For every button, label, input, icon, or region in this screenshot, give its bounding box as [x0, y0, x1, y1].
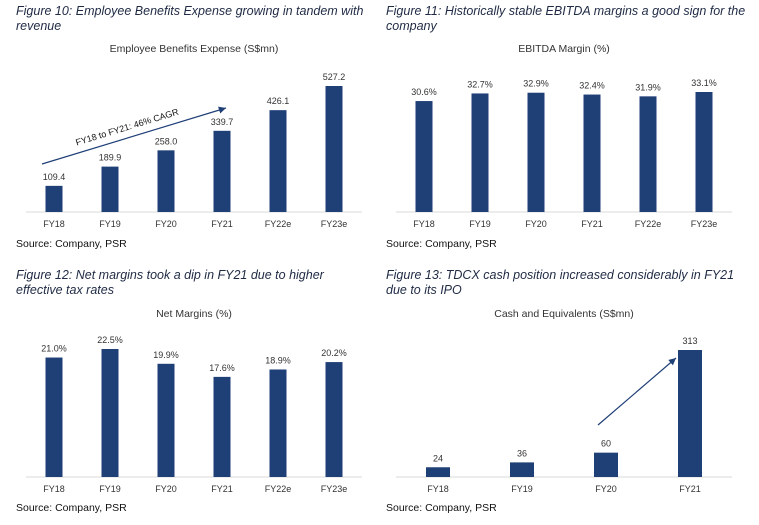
x-tick-label: FY18 — [43, 484, 65, 494]
bar-fy21 — [678, 350, 702, 477]
chart-title: Employee Benefits Expense (S$mn) — [109, 43, 279, 55]
bar-fy18 — [426, 467, 450, 477]
bar-fy18 — [45, 357, 63, 477]
x-tick-label: FY22e — [265, 484, 292, 494]
cagr-arrow — [41, 106, 227, 165]
employee-benefits-chart: 109.4 FY18 189.9 FY19 258.0 FY20 339.7 FY21 426.… — [26, 72, 362, 229]
x-tick-label: FY18 — [427, 484, 449, 494]
data-label: 24 — [433, 453, 443, 463]
x-tick-label: FY23e — [321, 219, 348, 229]
x-tick-label: FY21 — [211, 219, 233, 229]
data-label: 18.9% — [265, 355, 291, 365]
x-tick-label: FY21 — [581, 219, 603, 229]
bar-fy21 — [583, 94, 601, 212]
figure-caption: Figure 12: Net margins took a dip in FY2… — [16, 268, 324, 297]
x-tick-label: FY19 — [511, 484, 533, 494]
bar-fy20 — [157, 363, 175, 477]
x-tick-label: FY20 — [155, 219, 177, 229]
data-label: 426.1 — [267, 96, 290, 106]
x-tick-label: FY20 — [155, 484, 177, 494]
data-label: 339.7 — [211, 117, 234, 127]
data-label: 32.7% — [467, 79, 493, 89]
bar-fy21 — [213, 376, 231, 477]
bar-fy23e — [325, 362, 343, 477]
x-tick-label: FY22e — [265, 219, 292, 229]
bar-fy23e — [695, 92, 713, 212]
data-label: 19.9% — [153, 350, 179, 360]
chart-title: Net Margins (%) — [156, 308, 232, 320]
source-note: Source: Company, PSR — [386, 238, 497, 250]
bar-fy19 — [471, 93, 489, 212]
source-note: Source: Company, PSR — [16, 502, 127, 514]
x-tick-label: FY19 — [469, 219, 491, 229]
bar-fy18 — [415, 101, 433, 212]
bar-fy23e — [325, 86, 343, 212]
source-note: Source: Company, PSR — [386, 502, 497, 514]
data-label: 60 — [601, 439, 611, 449]
bar-fy19 — [101, 166, 119, 212]
x-tick-label: FY18 — [43, 219, 65, 229]
data-label: 189.9 — [99, 153, 122, 163]
figure-caption: Figure 13: TDCX cash position increased … — [386, 268, 735, 297]
figure-caption: Figure 10: Employee Benefits Expense gro… — [16, 4, 364, 33]
data-label: 313 — [682, 336, 697, 346]
bar-fy21 — [213, 130, 231, 212]
chart-title: EBITDA Margin (%) — [518, 43, 610, 55]
source-note: Source: Company, PSR — [16, 238, 127, 250]
data-label: 258.0 — [155, 136, 178, 146]
x-tick-label: FY22e — [635, 219, 662, 229]
data-label: 31.9% — [635, 82, 661, 92]
data-label: 36 — [517, 448, 527, 458]
bar-fy18 — [45, 185, 63, 212]
x-tick-label: FY21 — [211, 484, 233, 494]
data-label: 33.1% — [691, 78, 717, 88]
data-label: 32.4% — [579, 81, 605, 91]
data-label: 32.9% — [523, 79, 549, 89]
data-label: 527.2 — [323, 72, 346, 82]
x-tick-label: FY19 — [99, 219, 121, 229]
bar-fy22e — [269, 369, 287, 477]
data-label: 20.2% — [321, 348, 347, 358]
bar-fy22e — [269, 110, 287, 212]
chart-title: Cash and Equivalents (S$mn) — [494, 308, 634, 320]
data-label: 109.4 — [43, 172, 66, 182]
x-tick-label: FY18 — [413, 219, 435, 229]
x-tick-label: FY20 — [525, 219, 547, 229]
net-margins-chart: 21.0% FY18 22.5% FY19 19.9% FY20 17.6% FY21 18.9… — [26, 335, 362, 494]
bar-fy20 — [594, 452, 618, 477]
growth-arrow — [597, 357, 677, 426]
x-tick-label: FY21 — [679, 484, 701, 494]
data-label: 30.6% — [411, 87, 437, 97]
figure-caption: Figure 11: Historically stable EBITDA ma… — [386, 4, 746, 33]
x-tick-label: FY20 — [595, 484, 617, 494]
x-tick-label: FY19 — [99, 484, 121, 494]
data-label: 17.6% — [209, 363, 235, 373]
cash-equivalents-chart: 24 FY18 36 FY19 60 FY20 313 FY21 — [396, 336, 732, 494]
bar-fy19 — [510, 462, 534, 477]
x-tick-label: FY23e — [321, 484, 348, 494]
ebitda-margin-chart: 30.6% FY18 32.7% FY19 32.9% FY20 32.4% FY21 31.9… — [396, 78, 732, 229]
x-tick-label: FY23e — [691, 219, 718, 229]
bar-fy22e — [639, 96, 657, 212]
data-label: 22.5% — [97, 335, 123, 345]
bar-fy20 — [527, 92, 545, 212]
bar-fy19 — [101, 349, 119, 477]
bar-fy20 — [157, 150, 175, 212]
data-label: 21.0% — [41, 344, 67, 354]
